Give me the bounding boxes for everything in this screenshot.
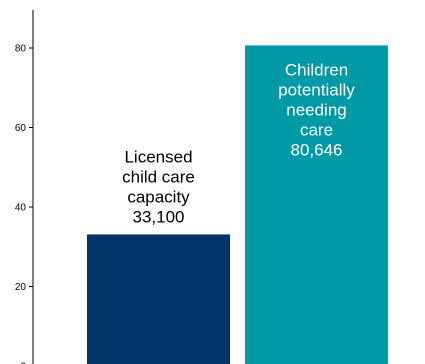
y-axis-ticks: 0 20 40 60 80 (15, 44, 33, 364)
bar-value-label: 80,646 (291, 140, 343, 159)
y-tick-label: 20 (15, 282, 27, 293)
bar-label-1: Licensed child care capacity 33,100 (122, 147, 195, 226)
bar-value-label: 33,100 (133, 207, 185, 226)
bar-category-label-line: Licensed (124, 147, 192, 166)
bar-category-label-line: potentially (278, 80, 355, 99)
bar-1 (87, 234, 230, 364)
y-tick-label: 0 (20, 362, 26, 364)
bar-category-label-line: Children (285, 60, 348, 79)
bar-labels: Licensed child care capacity 33,100 Children… (122, 60, 355, 226)
y-tick-label: 60 (15, 123, 27, 134)
bar-category-label-line: care (300, 120, 333, 139)
bar-category-label-line: child care (122, 167, 195, 186)
y-tick-label: 40 (15, 203, 27, 214)
bar-label-2: Children potentially needing care 80,646 (278, 60, 355, 159)
bar-category-label-line: needing (286, 100, 347, 119)
bar-2 (245, 45, 388, 364)
bar-category-label-line: capacity (127, 187, 190, 206)
y-tick-label: 80 (15, 44, 27, 55)
bars (87, 45, 388, 364)
